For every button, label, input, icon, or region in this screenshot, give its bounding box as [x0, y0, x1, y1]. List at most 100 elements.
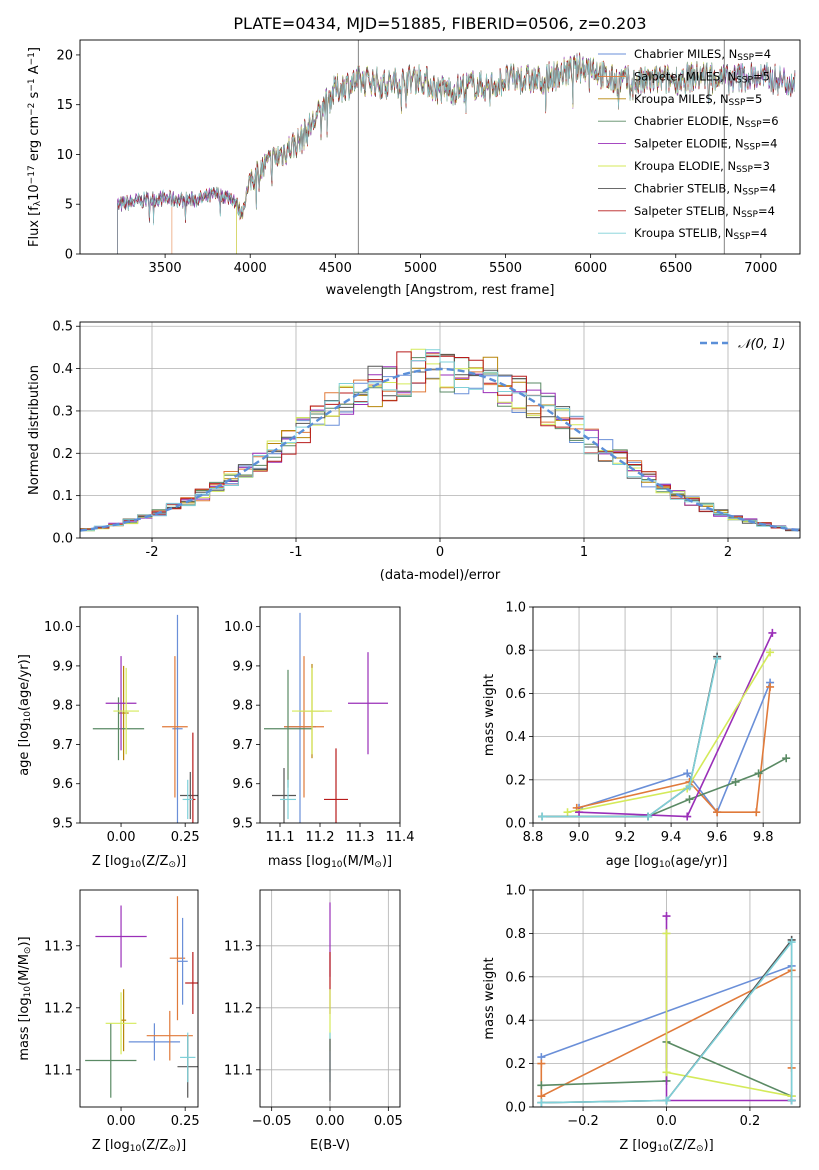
- y-tick-label: 0.6: [505, 970, 526, 985]
- y-axis-label: mass weight: [482, 674, 497, 756]
- weight-marker: [644, 812, 653, 821]
- y-tick-label: 0.8: [505, 927, 526, 942]
- weight-marker: [766, 648, 775, 657]
- errorbar-point-10: [177, 917, 188, 1005]
- weight-marker: [537, 1081, 546, 1090]
- weight_vs_Z-panel: −0.2 0.0 0.2 0.0 0.2 0.4 0.6 0.8 1.0 Z [log10(Z/Z…: [482, 884, 801, 1154]
- x-tick-label: 0.00: [316, 1114, 345, 1129]
- y-tick-label: 9.6: [232, 777, 253, 792]
- x-tick-label: 0: [436, 545, 444, 560]
- legend-label-2: Kroupa MILES, NSSP=5: [634, 92, 762, 108]
- weight-marker: [782, 754, 791, 763]
- errorbar-point-8: [280, 779, 296, 820]
- x-tick-label: 11.4: [386, 830, 415, 845]
- age_vs_Z-panel: 0.00 0.25 9.5 9.6 9.7 9.8 9.9 10.0 Z [log10(Z/Z⊙…: [17, 606, 200, 870]
- y-tick-label: 10.0: [224, 620, 253, 635]
- legend-label-5: Kroupa ELODIE, NSSP=3: [634, 159, 770, 175]
- x-tick-label: 11.1: [266, 830, 295, 845]
- errorbar-point-0: [128, 1023, 181, 1061]
- weight-marker: [787, 938, 796, 947]
- x-axis-label: wavelength [Angstrom, rest frame]: [326, 283, 555, 298]
- errorbar-point-6: [272, 768, 296, 823]
- y-tick-label: 0.0: [505, 817, 526, 832]
- y-axis-label: mass weight: [482, 957, 497, 1039]
- y-tick-label: 9.7: [232, 738, 253, 753]
- x-tick-label: 11.2: [306, 830, 335, 845]
- x-tick-label: 0.05: [374, 1114, 403, 1129]
- y-tick-label: 9.6: [52, 777, 73, 792]
- y-tick-label: 1.0: [505, 884, 526, 899]
- weight-line-1: [576, 686, 771, 813]
- y-tick-label: 11.3: [224, 939, 253, 954]
- x-axis-label: mass [log10(M/M⊙)]: [268, 854, 392, 870]
- axes-frame: [79, 321, 801, 539]
- y-tick-label: 15: [56, 98, 73, 113]
- x-tick-label: -1: [290, 545, 303, 560]
- x-tick-label: 9.4: [661, 830, 682, 845]
- axes-frame: [79, 606, 199, 824]
- errorbar-point-2: [121, 989, 127, 1052]
- weight-marker: [713, 808, 722, 817]
- errorbar-point-4: [95, 905, 147, 968]
- histogram-series-8: [80, 349, 800, 531]
- x-tick-label: 0.2: [740, 1114, 761, 1129]
- axes-frame: [532, 889, 801, 1108]
- axes-frame: [259, 606, 401, 824]
- spectrum-series-8: [117, 55, 796, 254]
- x-tick-label: 5000: [404, 261, 437, 276]
- y-tick-label: 1.0: [505, 601, 526, 616]
- weight-marker: [662, 929, 671, 938]
- y-tick-label: 9.9: [52, 659, 73, 674]
- y-tick-label: 9.8: [52, 699, 73, 714]
- y-tick-label: 0.2: [52, 447, 73, 462]
- y-tick-label: 0.0: [505, 1101, 526, 1116]
- y-tick-label: 11.3: [44, 939, 73, 954]
- x-tick-label: 9.8: [753, 830, 774, 845]
- spectrum-lines: [117, 40, 796, 254]
- errorbar-point-6: [180, 771, 198, 820]
- errorbar-point-4: [348, 652, 388, 755]
- legend-label-4: Salpeter ELODIE, NSSP=4: [634, 137, 777, 153]
- weight-marker: [731, 777, 740, 786]
- y-tick-label: 9.8: [232, 699, 253, 714]
- weight-line-6: [542, 658, 718, 818]
- weight-marker: [683, 769, 692, 778]
- y-axis-label: mass [log10(M/M⊙)]: [17, 936, 33, 1060]
- y-tick-label: 0: [65, 248, 73, 263]
- y-tick-label: 9.7: [52, 738, 73, 753]
- y-tick-label: 0.8: [505, 644, 526, 659]
- errorbar-point-3: [92, 697, 145, 761]
- weight-marker: [662, 912, 671, 921]
- weight_vs_Z-lines: [537, 912, 796, 1107]
- x-tick-label: 5500: [489, 261, 522, 276]
- weight-line-0: [578, 682, 771, 814]
- legend-label-1: Salpeter MILES, NSSP=5: [634, 69, 770, 85]
- x-tick-label: 0.25: [171, 1114, 200, 1129]
- weight-line-4: [567, 651, 771, 813]
- weight-line-6: [541, 939, 793, 1104]
- x-tick-label: 11.3: [346, 830, 375, 845]
- figure-title: PLATE=0434, MJD=51885, FIBERID=0506, z=0…: [233, 14, 646, 33]
- x-tick-label: −0.2: [567, 1114, 599, 1129]
- x-tick-label: 6000: [574, 261, 607, 276]
- weight-marker: [766, 682, 775, 691]
- weight-line-4: [665, 933, 792, 1097]
- x-tick-label: 0.00: [107, 1114, 136, 1129]
- weight-marker: [685, 782, 694, 791]
- x-tick-label: −0.05: [252, 1114, 292, 1129]
- age_vs_mass-points: [264, 612, 388, 823]
- errorbar-point-4: [105, 656, 137, 751]
- weight-marker: [752, 808, 761, 817]
- x-tick-label: 7000: [744, 261, 777, 276]
- legend-label-normal: 𝒩(0, 1): [738, 337, 785, 352]
- axes-frame: [79, 39, 801, 255]
- x-axis-label: (data-model)/error: [380, 568, 501, 583]
- errorbar-point-0: [172, 614, 183, 823]
- y-tick-label: 0.1: [52, 489, 73, 504]
- weight-line-3: [578, 632, 774, 818]
- y-tick-label: 0.6: [505, 687, 526, 702]
- y-tick-label: 0.0: [52, 532, 73, 547]
- axes-frame: [259, 889, 401, 1108]
- y-axis-label: Flux [fλ10−17 erg cm−2 s−1 A−1]: [27, 47, 43, 247]
